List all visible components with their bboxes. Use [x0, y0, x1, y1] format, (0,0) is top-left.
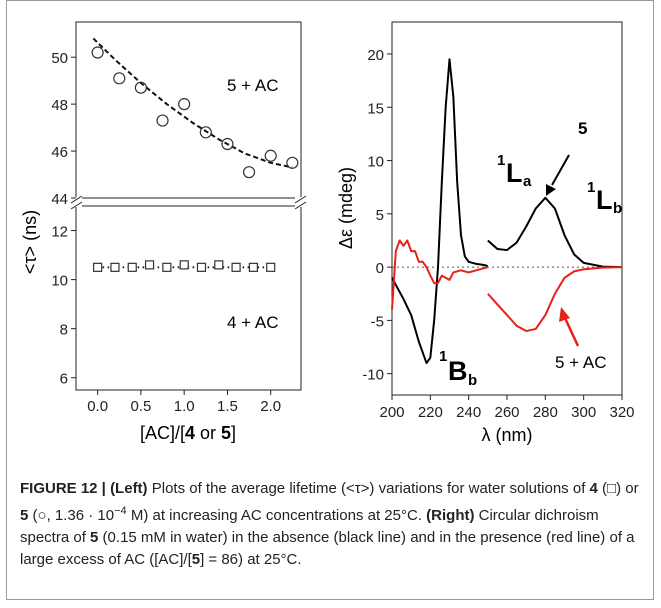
right-x-tick-label: 300 — [571, 404, 596, 421]
right-y-tick-label: -5 — [371, 313, 384, 330]
point-5-ac — [242, 166, 256, 179]
point-4-ac — [144, 260, 155, 270]
arrow-5-ac — [559, 307, 580, 347]
left-x-tick-label: 0.5 — [130, 398, 151, 415]
point-4-ac — [179, 260, 189, 270]
left-y-tick-label: 6 — [60, 371, 68, 388]
band-label-1bb: 1 B b — [439, 348, 477, 389]
point-4-ac — [214, 260, 224, 270]
left-y-axis-label: <τ> (ns) — [20, 210, 40, 274]
right-x-tick-label: 200 — [379, 404, 404, 421]
caption-right-label: (Right) — [426, 507, 475, 524]
left-marks — [91, 46, 299, 272]
svg-text:L: L — [506, 158, 523, 188]
right-plot-frame — [391, 21, 623, 396]
right-y-tick-label: 15 — [367, 100, 384, 117]
cd-line-5 — [487, 196, 623, 269]
left-chart: 44 46 48 50 6 8 10 12 0.0 0.5 1.0 1.5 2.0 5 + AC 4 +… — [20, 21, 307, 443]
point-5-ac — [286, 156, 299, 169]
point-5-ac — [178, 98, 191, 111]
cd-line-5-ac — [391, 239, 489, 310]
right-x-tick-label: 280 — [533, 404, 558, 421]
band-label-1la: 1 L a — [497, 152, 532, 190]
right-annotation-5: 5 — [578, 119, 587, 138]
left-annotation-4: 4 + AC — [227, 313, 279, 332]
figure-frame — [6, 0, 654, 600]
svg-text:1: 1 — [497, 152, 505, 169]
left-y-tick-label: 44 — [51, 191, 68, 208]
right-y-axis-label: Δε (mdeg) — [336, 167, 356, 249]
svg-text:B: B — [448, 356, 468, 386]
left-upper-frame — [75, 21, 302, 199]
point-5-ac — [91, 46, 104, 59]
right-x-axis-label: λ (nm) — [482, 425, 533, 445]
point-4-ac — [162, 262, 172, 272]
right-x-tick-label: 320 — [609, 404, 634, 421]
left-y-tick-label: 12 — [51, 224, 68, 241]
point-5-ac — [264, 149, 277, 162]
left-y-tick-label: 8 — [60, 322, 68, 339]
arrow-5 — [546, 154, 570, 196]
right-y-tick-label: 20 — [367, 47, 384, 64]
cd-line-5-ac — [487, 266, 623, 333]
right-y-tick-label: 10 — [367, 154, 384, 171]
left-x-tick-label: 0.0 — [87, 398, 108, 415]
left-annotation-5: 5 + AC — [227, 76, 279, 95]
left-ticks: 44 46 48 50 6 8 10 12 0.0 0.5 1.0 1.5 2.0 — [51, 50, 281, 415]
point-5-ac — [221, 137, 234, 151]
point-4-ac — [231, 262, 241, 272]
caption-left-label: (Left) — [110, 480, 148, 497]
right-y-tick-label: 0 — [376, 260, 384, 277]
point-4-ac — [266, 262, 276, 272]
left-x-tick-label: 1.5 — [217, 398, 238, 415]
left-y-tick-label: 50 — [51, 50, 68, 67]
left-fit-lines — [92, 37, 293, 269]
point-4-ac — [127, 262, 137, 272]
svg-text:a: a — [523, 173, 532, 190]
point-4-ac — [93, 262, 103, 272]
right-x-tick-label: 220 — [418, 404, 443, 421]
point-5-ac — [113, 72, 126, 85]
point-5-ac — [134, 81, 148, 94]
left-x-tick-label: 2.0 — [260, 398, 281, 415]
figure-caption: FIGURE 12 | (Left) Plots of the average … — [20, 480, 639, 568]
right-chart: -10 -5 0 5 10 15 20 200 220 240 260 280 300 320 5 5 +… — [336, 21, 635, 445]
left-x-tick-label: 1.0 — [174, 398, 195, 415]
cd-line-5 — [391, 58, 489, 365]
right-x-tick-label: 260 — [494, 404, 519, 421]
fit-curve-5-ac — [92, 37, 293, 169]
left-axis-break — [70, 195, 307, 210]
left-y-tick-label: 48 — [51, 97, 68, 114]
right-y-tick-label: -10 — [362, 367, 384, 384]
band-label-1lb: 1 L b — [587, 179, 622, 217]
figure-label: FIGURE 12 | — [20, 480, 106, 497]
right-x-tick-label: 240 — [456, 404, 481, 421]
svg-text:1: 1 — [439, 348, 447, 365]
left-y-tick-label: 10 — [51, 273, 68, 290]
right-lines — [391, 58, 623, 365]
point-4-ac — [248, 262, 259, 272]
left-x-axis-label: [AC]/[4 or 5] — [140, 423, 236, 443]
right-annotation-5-ac: 5 + AC — [555, 353, 607, 372]
point-5-ac — [156, 114, 169, 127]
point-5-ac — [199, 126, 212, 139]
point-4-ac — [110, 262, 120, 272]
left-lower-frame — [75, 205, 302, 391]
point-4-ac — [196, 262, 207, 272]
right-y-tick-label: 5 — [376, 207, 384, 224]
svg-text:1: 1 — [587, 179, 595, 196]
svg-text:b: b — [468, 372, 477, 389]
left-y-tick-label: 46 — [51, 144, 68, 161]
svg-text:b: b — [613, 200, 622, 217]
svg-text:L: L — [596, 185, 613, 215]
